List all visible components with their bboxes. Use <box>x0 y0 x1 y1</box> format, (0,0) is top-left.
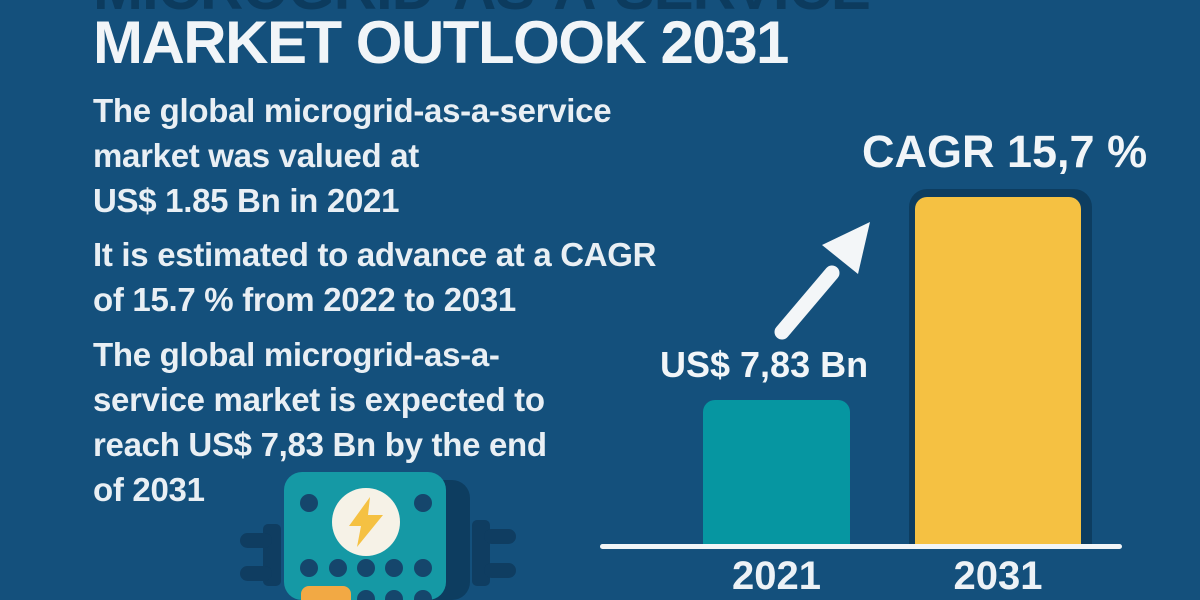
bar-value-label: US$ 7,83 Bn <box>660 344 869 385</box>
bar-2021 <box>703 400 850 546</box>
x-axis-line <box>600 544 1122 549</box>
growth-arrow-icon <box>774 222 870 340</box>
x-label-2021: 2021 <box>732 554 821 598</box>
vent-dot-icon <box>414 590 432 600</box>
vent-dot-icon <box>357 590 375 600</box>
vent-dot-icon <box>414 494 432 512</box>
paragraph-forecast-2031: The global microgrid-as-a- service marke… <box>93 336 547 508</box>
vent-dot-icon <box>329 559 347 577</box>
vent-dot-icon <box>414 559 432 577</box>
right-pin-icon <box>484 529 516 544</box>
vent-dot-icon <box>300 494 318 512</box>
lightning-bolt-icon <box>349 497 383 547</box>
vent-dot-icon <box>385 590 403 600</box>
vent-dot-icon <box>385 559 403 577</box>
left-pin-icon <box>240 566 272 581</box>
page-title: MARKET OUTLOOK 2031 <box>93 9 789 76</box>
bar-2031 <box>915 197 1081 546</box>
right-pin-icon <box>484 563 516 578</box>
x-label-2031: 2031 <box>953 554 1043 598</box>
device-port <box>301 586 351 600</box>
headline-top-cropped-line: MICROGRID-AS-A-SERVICE <box>93 0 871 23</box>
vent-dot-icon <box>300 559 318 577</box>
paragraph-cagr-estimate: It is estimated to advance at a CAGR of … <box>93 236 657 318</box>
paragraph-market-value-2021: The global microgrid-as-a-service market… <box>93 92 612 219</box>
vent-dot-icon <box>357 559 375 577</box>
left-pin-icon <box>240 533 272 548</box>
cagr-label: CAGR 15,7 % <box>862 126 1148 177</box>
bolt-badge <box>332 488 400 556</box>
